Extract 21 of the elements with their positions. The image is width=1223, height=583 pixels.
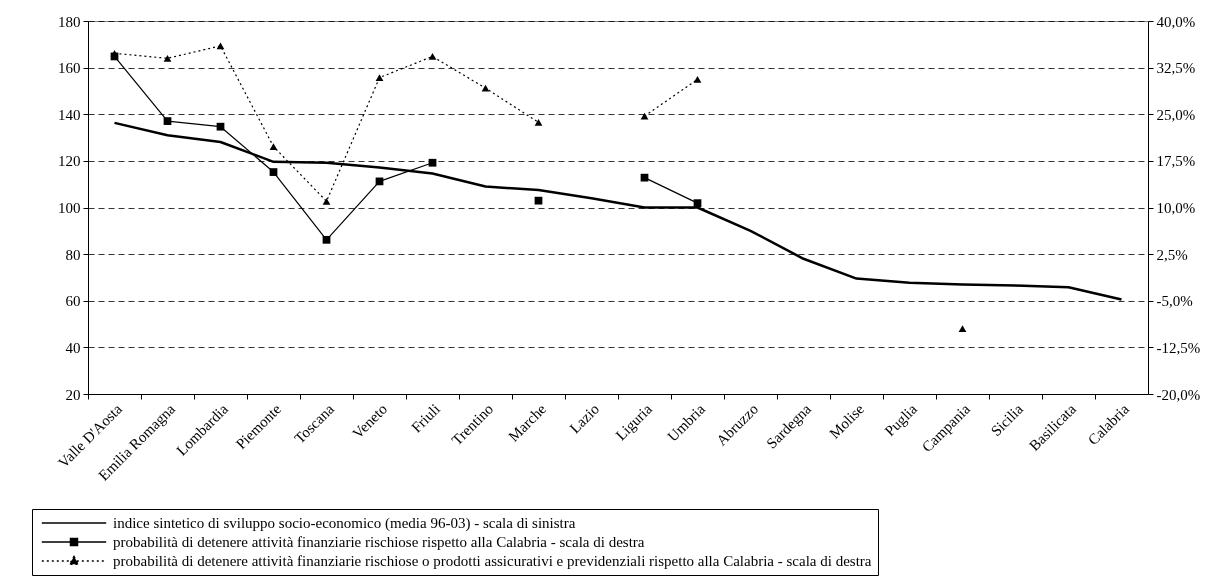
y2-tick-label: 32,5% bbox=[1156, 60, 1196, 77]
y-tick-label: 100 bbox=[58, 200, 81, 216]
y-tick-label: 60 bbox=[65, 293, 81, 310]
y2-tick-label: 2,5% bbox=[1156, 246, 1188, 263]
y2-tick-label: -12,5% bbox=[1156, 339, 1201, 356]
y2-tick-label: -5,0% bbox=[1156, 293, 1193, 310]
y2-tick-label: 40,0% bbox=[1156, 13, 1196, 30]
y-tick-label: 120 bbox=[58, 153, 81, 170]
legend-label: probabilità di detenere attività finanziarie rischiose o prodotti assicurativi e previdenziali rispetto alla Calabria - scala di destra bbox=[113, 553, 872, 569]
y-tick-label: 180 bbox=[58, 13, 81, 30]
legend-label: indice sintetico di sviluppo socio-economico (media 96-03) - scala di sinistra bbox=[113, 515, 576, 532]
y2-tick-label: 17,5% bbox=[1156, 153, 1196, 170]
y-tick-label: 160 bbox=[58, 60, 81, 77]
y2-tick-label: 25,0% bbox=[1156, 106, 1196, 123]
y2-tick-label: -20,0% bbox=[1156, 386, 1201, 403]
y2-tick-label: 10,0% bbox=[1156, 200, 1196, 216]
y-tick-label: 140 bbox=[58, 106, 81, 123]
y-tick-label: 80 bbox=[65, 246, 81, 263]
legend-label: probabilità di detenere attività finanziarie rischiose rispetto alla Calabria - scala di destra bbox=[113, 534, 645, 550]
y-tick-label: 40 bbox=[65, 339, 81, 356]
y-tick-label: 20 bbox=[65, 386, 81, 403]
